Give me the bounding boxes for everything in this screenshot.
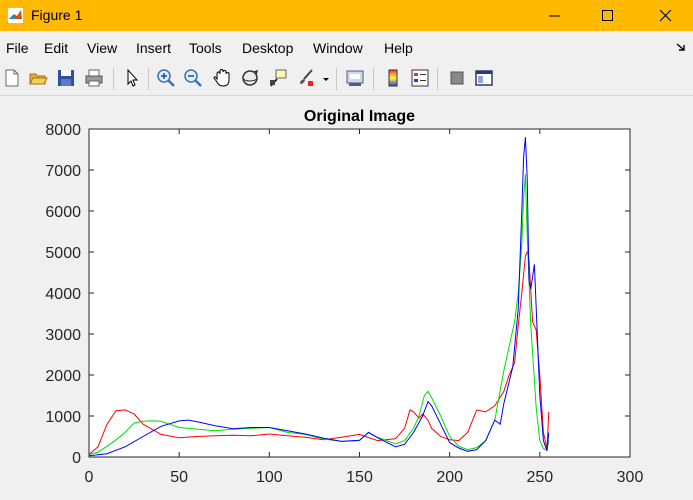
minimize-icon bbox=[549, 15, 560, 17]
maximize-icon bbox=[602, 10, 613, 21]
colorbar-icon[interactable] bbox=[382, 67, 404, 89]
menu-desktop[interactable]: Desktop bbox=[242, 40, 294, 56]
toolbar-separator bbox=[336, 68, 337, 90]
menu-help[interactable]: Help bbox=[384, 40, 413, 56]
menu-bar: File Edit View Insert Tools Desktop Wind… bbox=[0, 31, 693, 63]
menu-edit[interactable]: Edit bbox=[44, 40, 69, 56]
print-icon[interactable] bbox=[83, 67, 105, 89]
x-tick-label: 300 bbox=[617, 469, 644, 486]
title-bar: Figure 1 bbox=[0, 0, 693, 31]
y-tick-label: 7000 bbox=[45, 163, 81, 180]
toolbar-separator bbox=[113, 68, 114, 90]
save-icon[interactable] bbox=[55, 67, 77, 89]
series-line-1 bbox=[88, 174, 550, 455]
close-icon bbox=[660, 10, 672, 22]
dock-arrow-icon[interactable] bbox=[676, 42, 686, 52]
plot-area[interactable] bbox=[89, 129, 630, 457]
toolbar-separator bbox=[437, 68, 438, 90]
new-figure-icon[interactable] bbox=[1, 67, 23, 89]
brush-icon[interactable] bbox=[295, 67, 317, 89]
y-tick-label: 6000 bbox=[45, 204, 81, 221]
y-tick-label: 5000 bbox=[45, 245, 81, 262]
x-tick-label: 150 bbox=[346, 469, 373, 486]
x-tick-label: 0 bbox=[85, 469, 94, 486]
toolbar bbox=[0, 63, 693, 96]
zoom-in-icon[interactable] bbox=[155, 67, 177, 89]
legend-icon[interactable] bbox=[409, 67, 431, 89]
toolbar-separator bbox=[373, 68, 374, 90]
window-title: Figure 1 bbox=[31, 7, 83, 23]
x-tick-label: 100 bbox=[256, 469, 283, 486]
menu-file[interactable]: File bbox=[6, 40, 29, 56]
edit-plot-icon[interactable] bbox=[121, 67, 143, 89]
x-tick-label: 250 bbox=[526, 469, 553, 486]
maximize-button[interactable] bbox=[585, 0, 631, 31]
menu-tools[interactable]: Tools bbox=[189, 40, 222, 56]
y-tick-label: 4000 bbox=[45, 286, 81, 303]
data-cursor-icon[interactable] bbox=[267, 67, 289, 89]
y-tick-label: 2000 bbox=[45, 368, 81, 385]
menu-view[interactable]: View bbox=[87, 40, 118, 56]
menu-insert[interactable]: Insert bbox=[136, 40, 172, 56]
y-tick-label: 3000 bbox=[45, 327, 81, 344]
y-tick-label: 8000 bbox=[45, 122, 81, 139]
zoom-out-icon[interactable] bbox=[182, 67, 204, 89]
pan-icon[interactable] bbox=[211, 67, 233, 89]
show-plot-tools-icon[interactable] bbox=[473, 67, 495, 89]
x-tick-label: 50 bbox=[170, 469, 188, 486]
menu-window[interactable]: Window bbox=[313, 40, 363, 56]
hide-plot-tools-icon[interactable] bbox=[446, 67, 468, 89]
matlab-logo-icon bbox=[7, 7, 24, 24]
chart-title: Original Image bbox=[304, 108, 415, 125]
series-line-2 bbox=[88, 137, 550, 457]
link-plot-icon[interactable] bbox=[344, 67, 366, 89]
chevron-down-icon[interactable] bbox=[322, 77, 330, 83]
rotate-3d-icon[interactable] bbox=[239, 67, 261, 89]
figure-canvas[interactable]: Original Image 0 50 100 150 200 250 3000100020… bbox=[0, 96, 693, 500]
minimize-button[interactable] bbox=[532, 0, 578, 31]
close-button[interactable] bbox=[643, 0, 689, 31]
series-line-0 bbox=[88, 250, 550, 455]
open-file-icon[interactable] bbox=[27, 67, 49, 89]
toolbar-separator bbox=[148, 68, 149, 90]
y-tick-label: 0 bbox=[72, 450, 81, 467]
x-tick-label: 200 bbox=[436, 469, 463, 486]
y-tick-label: 1000 bbox=[45, 409, 81, 426]
